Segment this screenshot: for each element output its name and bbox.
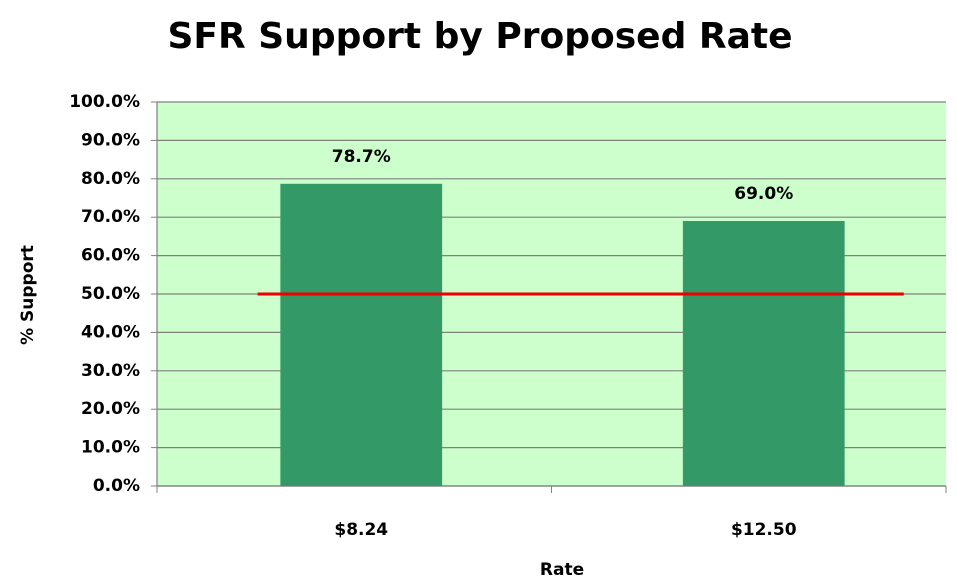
y-tick-label: 50.0% [81,284,140,304]
y-tick-label: 70.0% [81,207,140,227]
chart-title: SFR Support by Proposed Rate [167,16,792,57]
bar [280,183,443,487]
y-tick-label: 20.0% [81,399,140,419]
bar [682,221,845,487]
data-label: 78.7% [332,147,391,167]
y-tick-label: 10.0% [81,438,140,458]
y-tick-label: 80.0% [81,169,140,189]
y-tick-label: 0.0% [93,476,140,496]
y-tick-label: 100.0% [69,92,140,112]
x-axis-label: Rate [540,560,584,580]
y-tick-label: 30.0% [81,361,140,381]
y-tick-label: 90.0% [81,130,140,150]
y-tick-label: 60.0% [81,246,140,266]
x-tick-label: $12.50 [731,520,797,540]
x-tick-label: $8.24 [334,520,388,540]
y-tick-label: 40.0% [81,322,140,342]
data-label: 69.0% [734,184,793,204]
y-axis-label: % Support [18,245,38,345]
